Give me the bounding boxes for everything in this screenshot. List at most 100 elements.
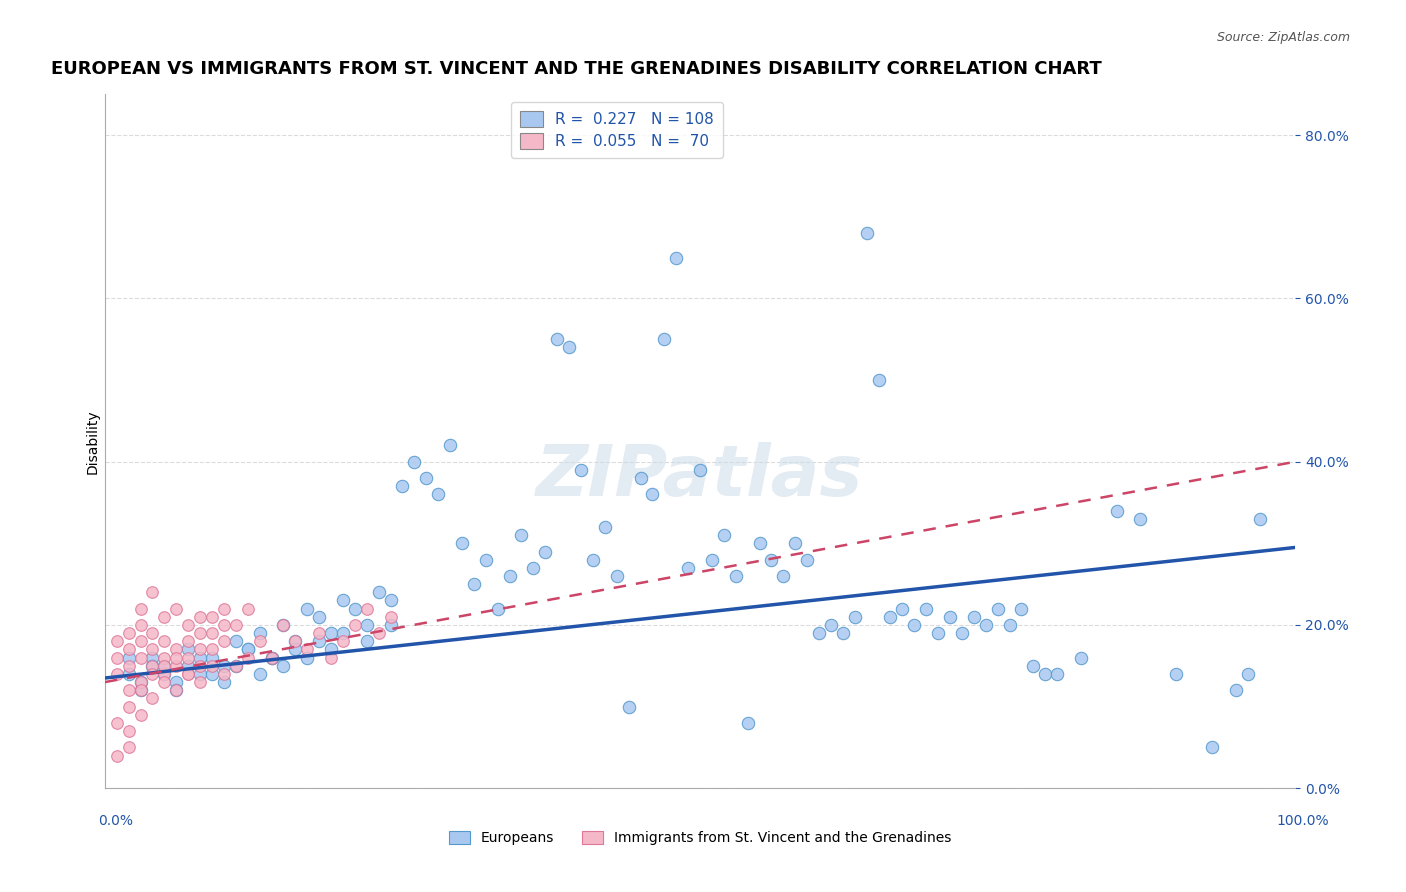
Point bbox=[188, 609, 211, 624]
Point bbox=[713, 528, 735, 542]
Point bbox=[498, 569, 520, 583]
Point bbox=[356, 618, 378, 632]
Point bbox=[141, 650, 163, 665]
Point bbox=[118, 626, 141, 640]
Point bbox=[249, 667, 271, 681]
Point bbox=[343, 618, 366, 632]
Point bbox=[332, 626, 354, 640]
Point bbox=[165, 683, 187, 698]
Point bbox=[284, 642, 307, 657]
Point bbox=[188, 675, 211, 690]
Point bbox=[1201, 740, 1223, 755]
Point bbox=[939, 609, 962, 624]
Point bbox=[652, 332, 675, 346]
Point bbox=[927, 626, 949, 640]
Point bbox=[963, 609, 986, 624]
Point bbox=[177, 650, 200, 665]
Point bbox=[319, 642, 342, 657]
Point bbox=[260, 650, 283, 665]
Point bbox=[141, 658, 163, 673]
Point bbox=[546, 332, 568, 346]
Point bbox=[260, 650, 283, 665]
Point bbox=[879, 609, 901, 624]
Point bbox=[439, 438, 461, 452]
Point bbox=[201, 650, 224, 665]
Point bbox=[891, 601, 914, 615]
Point bbox=[201, 658, 224, 673]
Point bbox=[212, 667, 235, 681]
Point bbox=[118, 699, 141, 714]
Point bbox=[297, 650, 319, 665]
Point bbox=[297, 601, 319, 615]
Point bbox=[225, 634, 247, 648]
Point bbox=[284, 634, 307, 648]
Point bbox=[700, 552, 723, 566]
Point bbox=[844, 609, 866, 624]
Point bbox=[367, 585, 389, 599]
Point bbox=[1010, 601, 1032, 615]
Y-axis label: Disability: Disability bbox=[86, 409, 100, 474]
Point bbox=[1046, 667, 1069, 681]
Point bbox=[153, 658, 176, 673]
Point bbox=[950, 626, 973, 640]
Point bbox=[273, 658, 295, 673]
Point bbox=[212, 675, 235, 690]
Point bbox=[141, 585, 163, 599]
Point bbox=[676, 561, 699, 575]
Point bbox=[558, 341, 581, 355]
Point bbox=[737, 715, 759, 730]
Point bbox=[415, 471, 437, 485]
Point bbox=[165, 683, 187, 698]
Point bbox=[165, 658, 187, 673]
Point bbox=[129, 618, 152, 632]
Point bbox=[1105, 504, 1128, 518]
Point bbox=[105, 650, 128, 665]
Point bbox=[201, 609, 224, 624]
Point bbox=[868, 373, 890, 387]
Point bbox=[641, 487, 664, 501]
Point bbox=[820, 618, 842, 632]
Point bbox=[630, 471, 652, 485]
Point bbox=[356, 601, 378, 615]
Point bbox=[153, 609, 176, 624]
Point bbox=[1022, 658, 1045, 673]
Point bbox=[748, 536, 770, 550]
Point bbox=[177, 618, 200, 632]
Text: EUROPEAN VS IMMIGRANTS FROM ST. VINCENT AND THE GRENADINES DISABILITY CORRELATIO: EUROPEAN VS IMMIGRANTS FROM ST. VINCENT … bbox=[51, 60, 1102, 78]
Point bbox=[404, 455, 426, 469]
Point bbox=[974, 618, 997, 632]
Point bbox=[153, 650, 176, 665]
Point bbox=[118, 740, 141, 755]
Point bbox=[177, 658, 200, 673]
Point bbox=[260, 650, 283, 665]
Point bbox=[105, 715, 128, 730]
Point bbox=[141, 667, 163, 681]
Point bbox=[177, 667, 200, 681]
Point bbox=[772, 569, 794, 583]
Point bbox=[105, 667, 128, 681]
Point bbox=[380, 609, 402, 624]
Legend: R =  0.227   N = 108, R =  0.055   N =  70: R = 0.227 N = 108, R = 0.055 N = 70 bbox=[510, 102, 723, 159]
Point bbox=[129, 650, 152, 665]
Point bbox=[273, 618, 295, 632]
Point bbox=[1249, 512, 1271, 526]
Point bbox=[522, 561, 544, 575]
Point bbox=[153, 667, 176, 681]
Point bbox=[582, 552, 605, 566]
Point bbox=[1236, 667, 1258, 681]
Point bbox=[225, 618, 247, 632]
Point bbox=[153, 675, 176, 690]
Point bbox=[141, 691, 163, 706]
Point bbox=[177, 642, 200, 657]
Point bbox=[118, 650, 141, 665]
Point bbox=[188, 650, 211, 665]
Point bbox=[1033, 667, 1056, 681]
Point bbox=[212, 618, 235, 632]
Point bbox=[761, 552, 783, 566]
Point bbox=[212, 601, 235, 615]
Point bbox=[225, 658, 247, 673]
Point bbox=[129, 675, 152, 690]
Point bbox=[153, 667, 176, 681]
Text: Source: ZipAtlas.com: Source: ZipAtlas.com bbox=[1216, 31, 1350, 45]
Point bbox=[188, 626, 211, 640]
